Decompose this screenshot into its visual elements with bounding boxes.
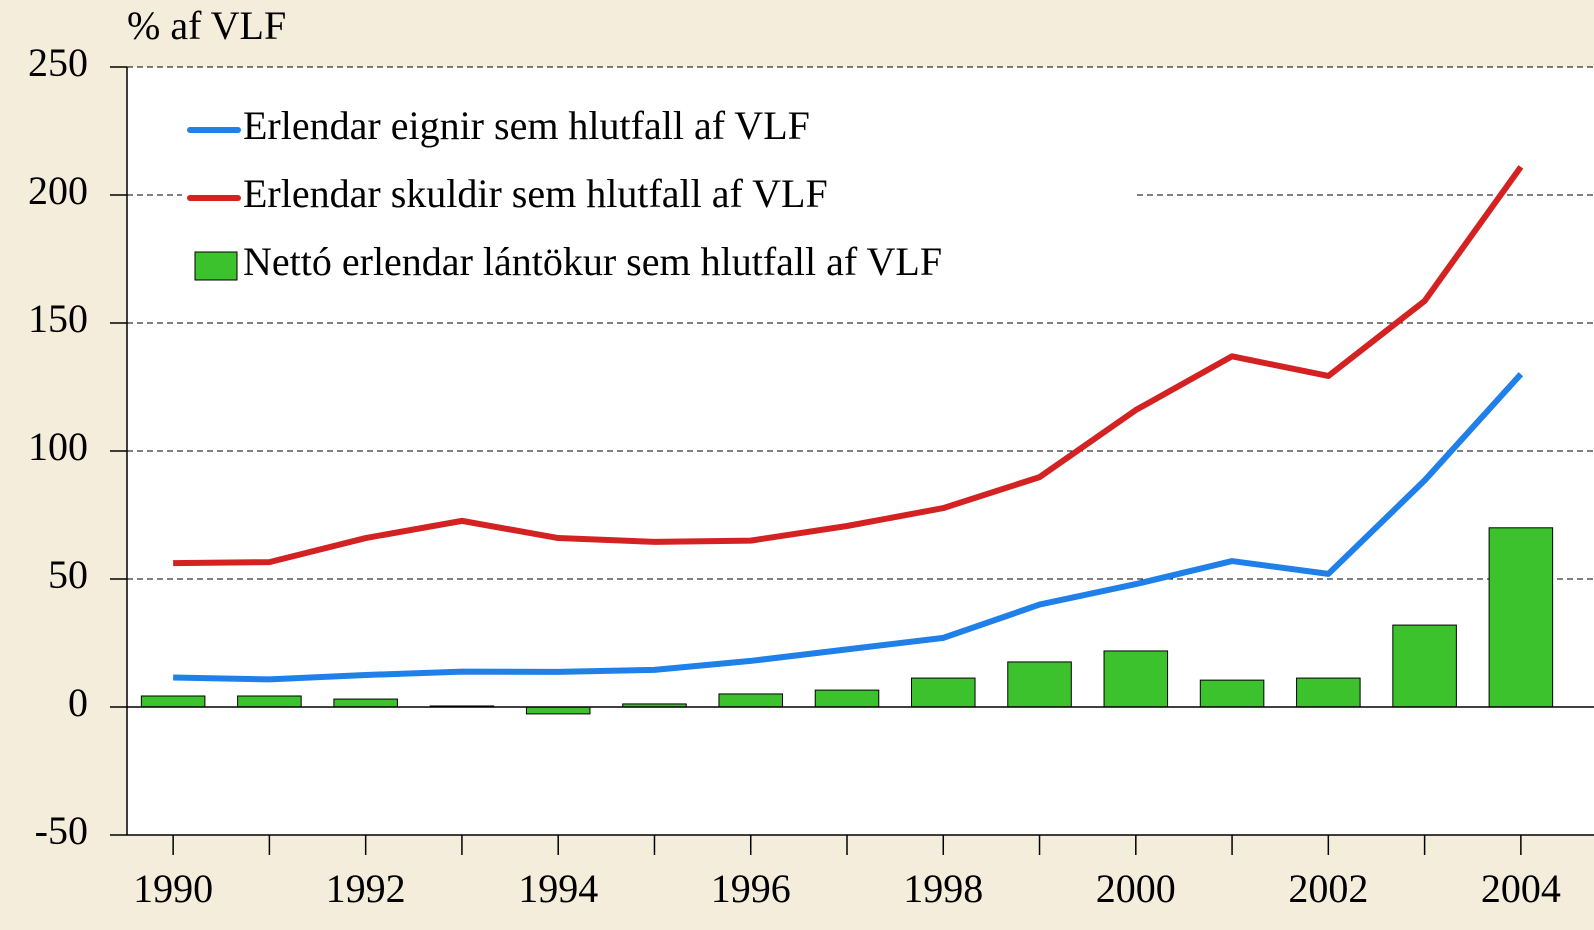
x-tick-label: 1992 xyxy=(326,866,406,911)
y-tick-label: -50 xyxy=(35,808,88,853)
x-tick-label: 1996 xyxy=(711,866,791,911)
y-tick-label: 250 xyxy=(28,40,88,85)
x-tick-label: 1994 xyxy=(518,866,598,911)
bar xyxy=(333,698,398,708)
bar xyxy=(1007,661,1072,708)
bar xyxy=(1392,624,1457,708)
bar xyxy=(237,695,302,708)
x-tick-label: 1990 xyxy=(133,866,213,911)
bar xyxy=(1103,650,1169,708)
y-tick-label: 100 xyxy=(28,424,88,469)
y-tick-label: 150 xyxy=(28,296,88,341)
bar xyxy=(140,695,206,708)
x-tick-label: 2002 xyxy=(1288,866,1368,911)
legend-label: Erlendar eignir sem hlutfall af VLF xyxy=(243,103,810,148)
line-series xyxy=(173,372,1524,683)
bar xyxy=(1488,527,1554,708)
legend-label: Erlendar skuldir sem hlutfall af VLF xyxy=(243,171,828,216)
bar xyxy=(1296,677,1361,708)
legend-background xyxy=(182,100,1137,300)
bar xyxy=(814,689,880,708)
legend-label: Nettó erlendar lántökur sem hlutfall af … xyxy=(243,239,942,284)
bar xyxy=(525,706,591,715)
y-tick-label: 50 xyxy=(48,552,88,597)
bar xyxy=(910,677,976,708)
line-series xyxy=(173,165,1524,567)
y-axis-label: % af VLF xyxy=(127,3,286,48)
legend-swatch xyxy=(194,251,238,281)
x-tick-label: 2000 xyxy=(1096,866,1176,911)
x-tick-label: 2004 xyxy=(1481,866,1561,911)
bar xyxy=(1199,679,1265,708)
x-tick-label: 1998 xyxy=(903,866,983,911)
y-tick-label: 0 xyxy=(68,680,88,725)
bar xyxy=(718,693,784,708)
y-tick-label: 200 xyxy=(28,168,88,213)
